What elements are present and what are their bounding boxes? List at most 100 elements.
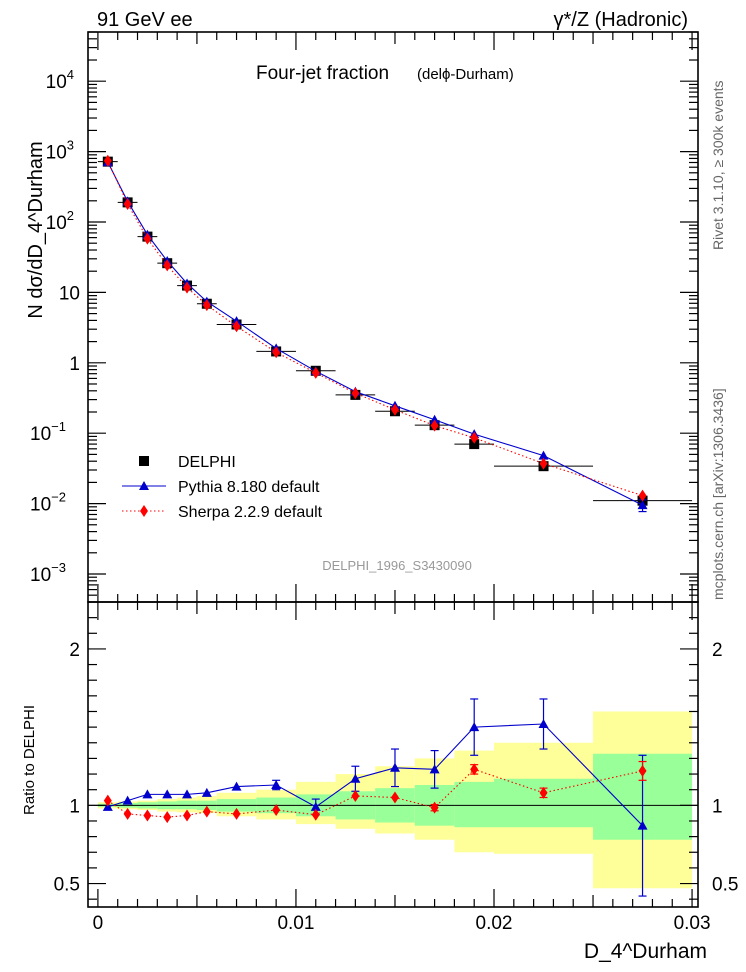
- ratio-frame: [87, 601, 699, 908]
- data-point-triangle: [231, 781, 242, 791]
- y-axis-label: N dσ/dD_4^Durham: [25, 141, 47, 318]
- data-point-triangle: [142, 789, 153, 799]
- y-tick-base: 10: [59, 283, 80, 304]
- rivet-version-label: Rivet 3.1.10, ≥ 300k events: [710, 80, 726, 250]
- data-point-diamond: [103, 154, 112, 167]
- data-point-square: [139, 456, 149, 466]
- data-point-diamond: [311, 808, 320, 821]
- process-label: γ*/Z (Hadronic): [554, 9, 688, 31]
- y-tick-base: 10: [30, 565, 51, 586]
- ratio-y-axis-label: Ratio to DELPHI: [21, 705, 38, 815]
- y-tick-label: 10−3: [30, 560, 66, 586]
- data-point-diamond: [143, 809, 152, 822]
- data-point-diamond: [232, 807, 241, 820]
- data-point-square: [469, 439, 480, 450]
- legend: DELPHI Pythia 8.180 default Sherpa 2.2.9 d…: [122, 454, 323, 521]
- energy-label: 91 GeV ee: [97, 9, 193, 31]
- ratio-y-tick-label: 2: [69, 640, 80, 661]
- data-point-diamond: [202, 805, 211, 818]
- y-tick-base: 10: [46, 143, 67, 164]
- data-point-diamond: [430, 801, 439, 814]
- data-point-diamond: [539, 457, 548, 470]
- data-point-diamond: [143, 232, 152, 245]
- data-point-diamond: [163, 259, 172, 272]
- x-tick-label: 0.03: [674, 913, 711, 934]
- data-point-diamond: [638, 764, 647, 777]
- x-tick-label: 0: [93, 913, 104, 934]
- ratio-series-layer: [102, 698, 648, 897]
- data-point-triangle: [538, 450, 549, 460]
- data-point-triangle: [201, 787, 212, 797]
- data-point-diamond: [272, 346, 281, 359]
- ratio-y-tick-label: 1: [69, 796, 80, 817]
- data-point-diamond: [470, 763, 479, 776]
- y-tick-exponent: −2: [51, 490, 66, 505]
- y-tick-exponent: −3: [51, 560, 66, 575]
- data-point-diamond: [103, 794, 112, 807]
- analysis-watermark: DELPHI_1996_S3430090: [322, 558, 472, 573]
- data-point-triangle: [637, 820, 648, 830]
- data-point-diamond: [232, 320, 241, 333]
- y-tick-exponent: 2: [67, 208, 74, 223]
- chart-subtitle: (delϕ-Durham): [417, 66, 514, 83]
- x-axis-label: D_4^Durham: [584, 940, 707, 963]
- data-point-diamond: [351, 387, 360, 400]
- data-point-triangle: [389, 762, 400, 772]
- y-tick-exponent: 3: [67, 138, 74, 153]
- data-point-diamond: [390, 403, 399, 416]
- data-point-diamond: [272, 804, 281, 817]
- data-point-triangle: [538, 719, 549, 728]
- data-point-diamond: [638, 489, 647, 502]
- data-point-triangle: [182, 789, 193, 799]
- y-tick-label: 10: [59, 283, 80, 304]
- data-point-triangle: [271, 780, 282, 789]
- data-point-triangle: [122, 795, 133, 805]
- data-point-diamond: [183, 281, 192, 294]
- data-point-diamond: [140, 505, 148, 517]
- y-tick-base: 1: [69, 354, 80, 375]
- data-point-triangle: [429, 764, 440, 774]
- data-point-diamond: [202, 299, 211, 312]
- data-point-diamond: [163, 811, 172, 824]
- data-point-diamond: [123, 807, 132, 820]
- data-point-triangle: [162, 789, 173, 799]
- ratio-y-tick-label-right: 1: [712, 796, 723, 817]
- data-point-triangle: [469, 722, 480, 732]
- data-point-diamond: [123, 198, 132, 211]
- y-tick-label: 103: [46, 138, 74, 164]
- data-point-diamond: [430, 419, 439, 432]
- y-tick-label: 104: [46, 67, 74, 93]
- stat-uncertainty-band: [494, 778, 594, 828]
- data-point-diamond: [390, 791, 399, 804]
- mcplots-label: mcplots.cern.ch [arXiv:1306.3436]: [710, 388, 726, 600]
- y-tick-base: 10: [30, 495, 51, 516]
- data-point-triangle: [637, 500, 648, 510]
- y-tick-base: 10: [30, 424, 51, 445]
- main-series-layer: [97, 154, 693, 513]
- legend-entry-label: Pythia 8.180 default: [178, 479, 320, 496]
- data-point-diamond: [470, 431, 479, 444]
- data-point-diamond: [351, 789, 360, 802]
- y-tick-label: 10−2: [30, 490, 66, 516]
- data-point-triangle: [429, 414, 440, 424]
- y-tick-base: 10: [46, 213, 67, 234]
- data-point-triangle: [350, 773, 361, 783]
- y-tick-base: 10: [46, 72, 67, 93]
- data-point-triangle: [139, 481, 149, 490]
- stat-uncertainty-band: [454, 781, 495, 828]
- ratio-panel: 0 0.01 0.02 0.030.5 0.51 12 2: [54, 602, 738, 934]
- y-axis-label-text: N dσ/dD_4^Durham: [25, 141, 47, 318]
- y-tick-label: 1: [69, 354, 80, 375]
- legend-entry-label: Sherpa 2.2.9 default: [178, 504, 323, 521]
- y-tick-exponent: −1: [51, 419, 66, 434]
- y-tick-label: 10−1: [30, 419, 66, 445]
- legend-entry-label: DELPHI: [178, 454, 236, 471]
- y-tick-exponent: 4: [67, 67, 74, 82]
- chart-title: Four-jet fraction: [256, 63, 389, 84]
- ratio-y-tick-label: 0.5: [54, 875, 80, 896]
- data-point-diamond: [311, 366, 320, 379]
- data-point-diamond: [539, 786, 548, 799]
- ratio-y-tick-label-right: 2: [712, 640, 723, 661]
- x-tick-label: 0.02: [476, 913, 513, 934]
